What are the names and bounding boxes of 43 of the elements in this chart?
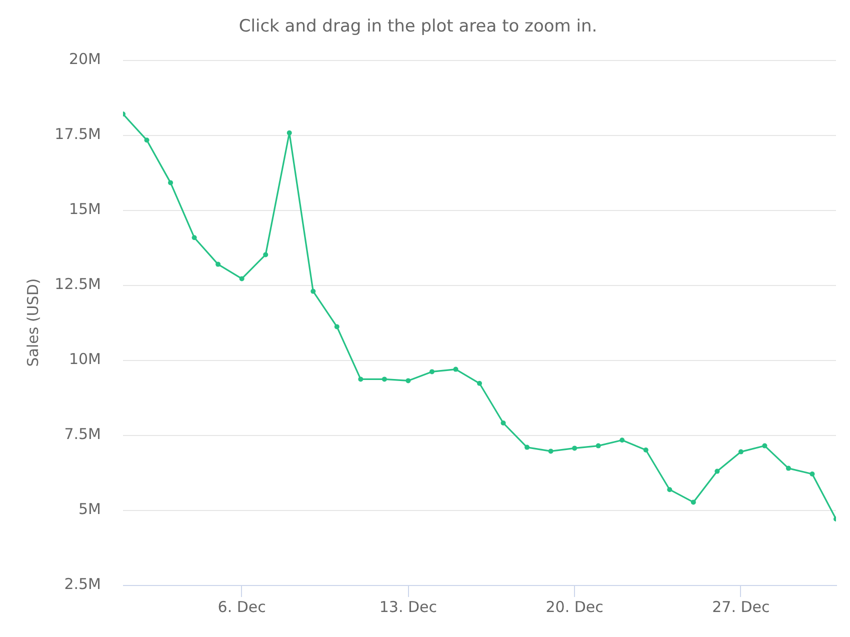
point — [358, 376, 364, 382]
point — [620, 438, 625, 443]
point — [453, 366, 458, 372]
point — [714, 468, 720, 474]
y-tick-label: 17.5M — [54, 124, 101, 143]
point — [572, 446, 578, 451]
point — [477, 380, 482, 386]
point — [738, 449, 744, 454]
point — [168, 180, 174, 186]
x-tick-label: 6. Dec — [218, 598, 266, 616]
y-tick-label: 5M — [78, 500, 101, 518]
y-tick-label: 20M — [68, 50, 101, 68]
point — [239, 276, 244, 282]
y-tick-label: 10M — [68, 350, 101, 368]
point — [524, 444, 530, 450]
x-tick-label: 13. Dec — [379, 598, 438, 616]
point — [643, 448, 648, 452]
point — [192, 235, 197, 240]
chart-subtitle: Click and drag in the plot area to zoom in. — [238, 16, 598, 37]
x-tick-label: 27. Dec — [712, 598, 770, 616]
point — [500, 420, 506, 426]
y-tick-label: 7.5M — [64, 424, 101, 443]
point — [596, 443, 601, 448]
point — [690, 500, 696, 505]
point — [263, 252, 268, 258]
y-tick-label: 2.5M — [64, 574, 101, 593]
point — [216, 262, 221, 267]
point — [286, 130, 292, 136]
point — [786, 466, 791, 471]
point — [810, 472, 815, 476]
point — [667, 487, 672, 492]
y-axis-title: Sales (USD) — [24, 278, 42, 367]
point — [548, 448, 554, 454]
point — [429, 369, 434, 374]
point — [310, 288, 316, 294]
y-tick-label: 15M — [68, 200, 101, 218]
point — [382, 376, 387, 382]
point — [144, 138, 150, 143]
point — [762, 443, 768, 448]
x-tick-label: 20. Dec — [546, 598, 604, 616]
point — [334, 324, 340, 330]
point — [406, 378, 411, 384]
y-tick-label: 12.5M — [54, 274, 101, 293]
